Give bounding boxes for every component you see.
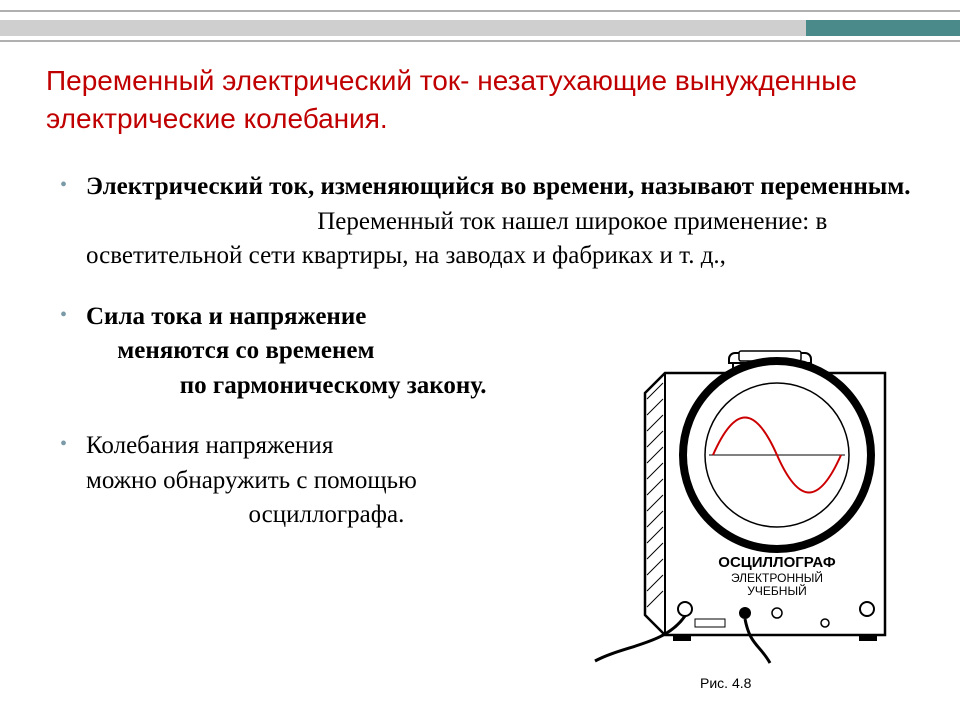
bullet-1-spacer bbox=[86, 208, 311, 235]
figure-caption: Рис. 4.8 bbox=[700, 675, 751, 691]
top-rule-2 bbox=[0, 40, 960, 44]
device-label-1: ОСЦИЛЛОГРАФ bbox=[718, 554, 836, 571]
knob-4 bbox=[860, 602, 874, 616]
slide-title: Переменный электрический ток- незатухающ… bbox=[46, 62, 916, 138]
oscilloscope-figure: ОСЦИЛЛОГРАФ ЭЛЕКТРОННЫЙ УЧЕБНЫЙ bbox=[545, 345, 905, 665]
connector-1 bbox=[739, 607, 751, 619]
bar-grey bbox=[0, 20, 806, 36]
bullet-3-line1: Колебания напряжения bbox=[86, 432, 333, 459]
foot-left bbox=[673, 635, 691, 641]
bullet-2-indent2 bbox=[86, 337, 117, 364]
label-plate bbox=[695, 619, 725, 627]
slide: Переменный электрический ток- незатухающ… bbox=[0, 0, 960, 720]
bullet-3-indent bbox=[86, 501, 249, 528]
bar-teal bbox=[806, 20, 960, 36]
knob-2 bbox=[772, 608, 782, 618]
knob-1 bbox=[678, 602, 692, 616]
top-bar bbox=[0, 20, 960, 36]
bullet-2: Сила тока и напряжение меняются со време… bbox=[60, 300, 546, 404]
bullet-2-line3: по гармоническому закону. bbox=[180, 372, 487, 399]
bullet-2-line1: Сила тока и напряжение bbox=[86, 303, 366, 330]
bullet-1-bold: Электрический ток, изменяющийся во време… bbox=[86, 173, 911, 200]
bullet-3: Колебания напряжения можно обнаружить с … bbox=[60, 429, 546, 533]
foot-right bbox=[859, 635, 877, 641]
bullet-2-indent3 bbox=[86, 372, 180, 399]
bullet-3-line2: можно обнаружить с помощью bbox=[86, 467, 417, 494]
device-label-2: ЭЛЕКТРОННЫЙ bbox=[731, 570, 823, 585]
oscilloscope-svg: ОСЦИЛЛОГРАФ ЭЛЕКТРОННЫЙ УЧЕБНЫЙ bbox=[545, 345, 905, 665]
bullet-1: Электрический ток, изменяющийся во време… bbox=[60, 170, 930, 274]
bullet-2-line2: меняются со временем bbox=[117, 337, 374, 364]
bullet-3-line3: осциллографа. bbox=[249, 501, 405, 528]
knob-3 bbox=[821, 619, 829, 627]
top-rule-1 bbox=[0, 10, 960, 14]
device-label-3: УЧЕБНЫЙ bbox=[747, 583, 806, 598]
